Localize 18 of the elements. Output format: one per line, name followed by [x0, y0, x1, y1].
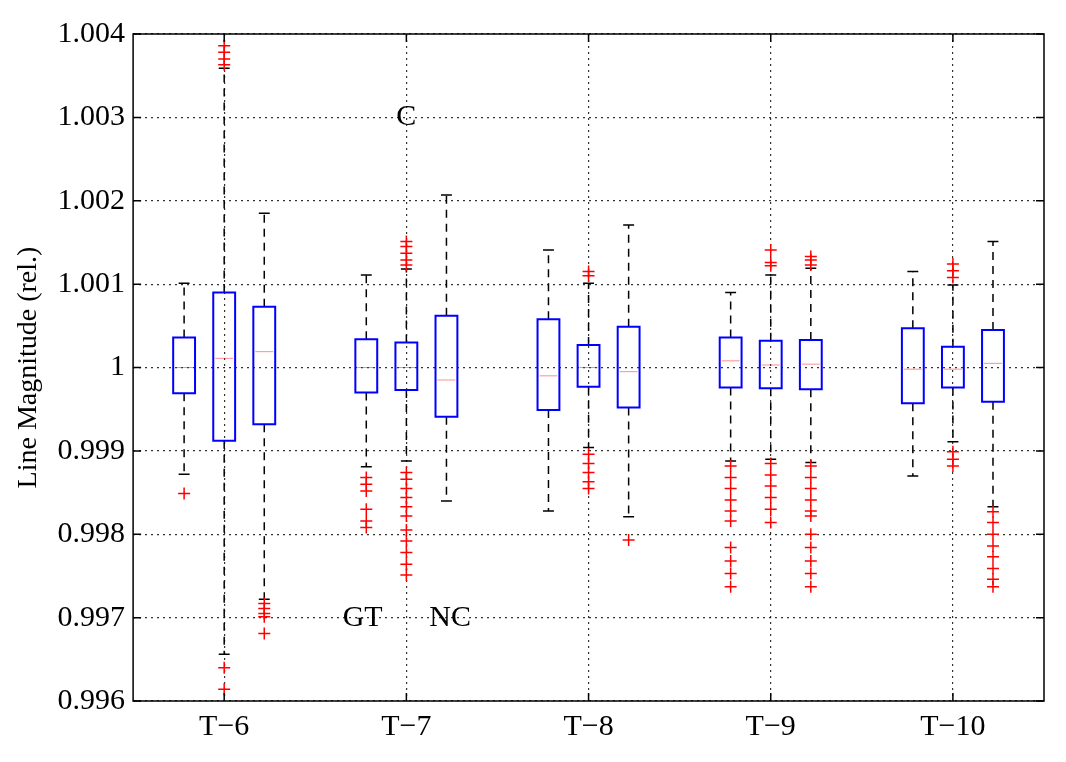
- x-tick-label: T−10: [920, 707, 986, 741]
- y-tick-label: 0.997: [57, 598, 126, 632]
- x-tick-label: T−7: [381, 707, 432, 741]
- y-tick-label: 1.002: [57, 181, 126, 215]
- annotation: C: [396, 98, 417, 132]
- x-tick-label: T−8: [563, 707, 614, 741]
- y-tick-label: 0.998: [57, 515, 126, 549]
- y-tick-label: 1.003: [57, 98, 126, 132]
- y-tick-label: 1.004: [57, 14, 126, 48]
- y-tick-label: 0.996: [57, 681, 126, 715]
- y-tick-label: 0.999: [57, 431, 126, 465]
- y-tick-label: 1: [110, 348, 126, 382]
- x-tick-label: T−9: [745, 707, 796, 741]
- annotation: NC: [429, 598, 471, 632]
- x-tick-label: T−6: [199, 707, 250, 741]
- y-tick-label: 1.001: [57, 265, 126, 298]
- annotation: GT: [342, 598, 383, 632]
- y-axis-title: Line Magnitude (rel.): [11, 246, 43, 489]
